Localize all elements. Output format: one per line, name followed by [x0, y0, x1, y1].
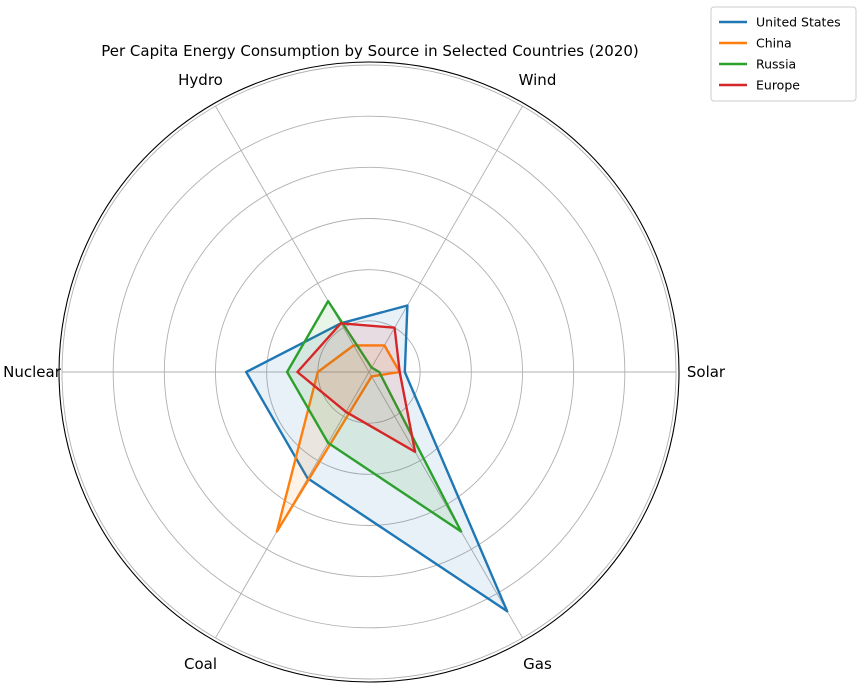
chart-title: Per Capita Energy Consumption by Source …	[101, 42, 639, 60]
axis-label-solar: Solar	[687, 363, 726, 381]
legend-item-united-states: United States	[719, 15, 841, 30]
series-layer	[244, 299, 509, 613]
axis-label-hydro: Hydro	[178, 71, 223, 89]
legend-box	[710, 6, 857, 102]
axis-label-nuclear: Nuclear	[3, 363, 62, 381]
legend-item-china: China	[719, 36, 792, 51]
series-area-united-states	[246, 305, 508, 612]
series-russia	[285, 299, 463, 533]
axis-label-coal: Coal	[184, 655, 217, 673]
series-area-russia	[287, 301, 462, 532]
polar-frame	[58, 61, 680, 683]
series-area-europe	[297, 323, 416, 452]
legend-label: Russia	[756, 57, 796, 72]
axis-labels: Solar Wind Hydro Nuclear Coal Gas	[3, 71, 726, 673]
axis-label-wind: Wind	[519, 71, 557, 89]
legend-item-russia: Russia	[719, 57, 796, 72]
series-europe	[296, 322, 417, 453]
series-united-states	[244, 304, 509, 613]
legend: United States China Russia Europe	[710, 6, 857, 102]
spoke-hydro	[215, 105, 370, 373]
legend-item-europe: Europe	[719, 78, 800, 93]
legend-label: Europe	[756, 78, 800, 93]
spoke-gas	[368, 371, 523, 639]
legend-label: China	[756, 36, 792, 51]
axis-label-gas: Gas	[523, 655, 552, 673]
legend-label: United States	[756, 15, 841, 30]
